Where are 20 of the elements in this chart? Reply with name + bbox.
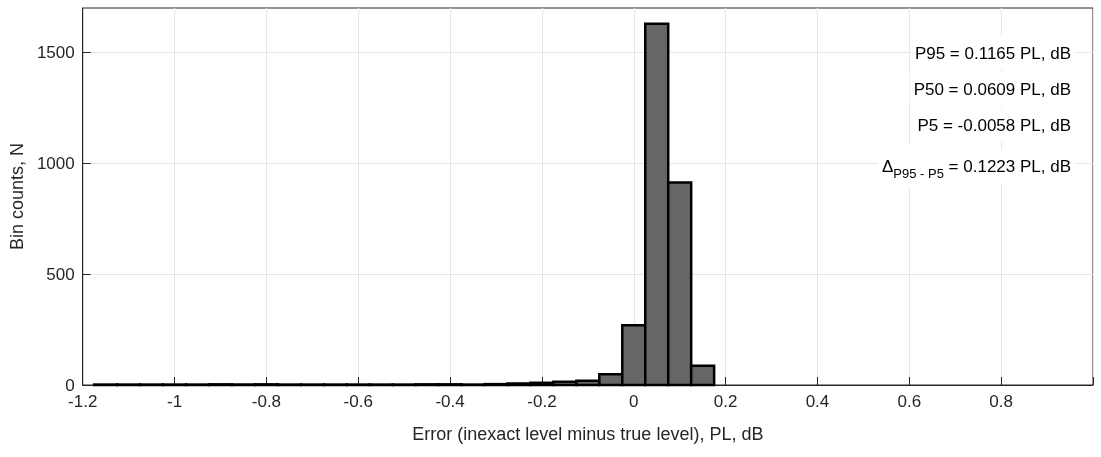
y-tick-label: 500 bbox=[46, 264, 75, 284]
x-tick-label: 0 bbox=[629, 392, 639, 411]
x-tick-label: 0.8 bbox=[989, 392, 1013, 411]
x-tick-label: -0.6 bbox=[343, 392, 373, 411]
annotation: P95 = 0.1165 PL, dB bbox=[914, 43, 1072, 63]
y-tick-label: 0 bbox=[65, 375, 75, 395]
x-tick-label: -1.2 bbox=[68, 392, 98, 411]
y-tick-label: 1500 bbox=[36, 42, 75, 62]
x-axis-title: Error (inexact level minus true level), PL, dB bbox=[412, 424, 764, 444]
x-tick-label: 0.2 bbox=[713, 392, 738, 411]
x-tick-label: -0.4 bbox=[435, 392, 465, 411]
y-tick-label: 1000 bbox=[36, 153, 75, 173]
annotation: P5 = -0.0058 PL, dB bbox=[917, 115, 1072, 135]
annotation: P50 = 0.0609 PL, dB bbox=[913, 79, 1071, 99]
x-tick-label: -0.8 bbox=[251, 392, 282, 411]
x-tick-label: -0.2 bbox=[527, 392, 557, 411]
x-tick-label: 0.6 bbox=[897, 392, 922, 411]
x-tick-label: -1 bbox=[167, 392, 183, 411]
y-axis-title: Bin counts, N bbox=[7, 142, 27, 251]
x-tick-label: 0.4 bbox=[805, 392, 830, 411]
